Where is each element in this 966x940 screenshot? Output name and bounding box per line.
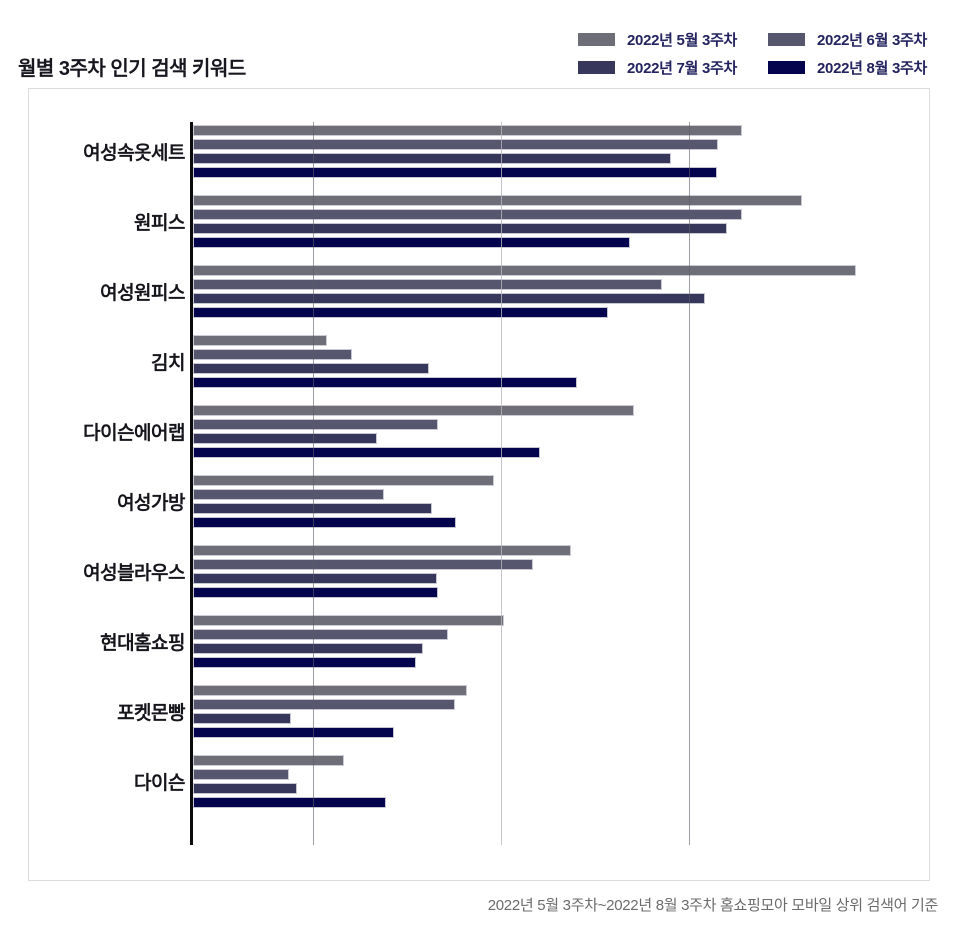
legend-swatch-june [768,32,805,46]
category-label: 여성가방 [117,493,185,514]
bar-다이슨에어랩-series3 [193,447,541,458]
legend-swatch-july [578,60,615,74]
gridline [313,122,315,845]
bar-김치-series2 [193,363,429,374]
bar-포켓몬빵-series2 [193,713,292,724]
legend-item-august: 2022년 8월 3주차 [768,60,927,77]
bar-현대홈쇼핑-series1 [193,629,448,640]
legend-label-may: 2022년 5월 3주차 [627,31,737,49]
bar-김치-series3 [193,377,577,388]
bars-area [193,89,930,880]
bar-현대홈쇼핑-series0 [193,615,504,626]
bar-포켓몬빵-series0 [193,685,468,696]
legend-item-may: 2022년 5월 3주차 [578,32,737,49]
bar-원피스-series2 [193,223,728,234]
legend-item-june: 2022년 6월 3주차 [768,32,927,49]
bar-원피스-series1 [193,209,743,220]
category-label: 김치 [151,353,185,374]
bar-여성가방-series0 [193,475,494,486]
bar-여성원피스-series0 [193,265,857,276]
bar-현대홈쇼핑-series3 [193,657,417,668]
legend-swatch-may [578,32,615,46]
bar-다이슨에어랩-series2 [193,433,378,444]
legend-swatch-august [768,60,805,74]
bar-여성블라우스-series1 [193,559,533,570]
category-label: 여성원피스 [100,283,185,304]
category-axis-line [190,122,193,845]
category-label: 포켓몬빵 [117,703,185,724]
bar-김치-series0 [193,335,328,346]
bar-여성원피스-series1 [193,279,662,290]
bar-다이슨에어랩-series1 [193,419,438,430]
bar-다이슨-series1 [193,769,289,780]
bar-여성가방-series3 [193,517,457,528]
bar-현대홈쇼핑-series2 [193,643,423,654]
bar-여성블라우스-series2 [193,573,437,584]
bar-여성속옷세트-series2 [193,153,672,164]
legend: 2022년 5월 3주차 2022년 6월 3주차 2022년 7월 3주차 2… [0,0,966,88]
bar-여성블라우스-series3 [193,587,438,598]
bar-여성속옷세트-series0 [193,125,743,136]
bar-포켓몬빵-series1 [193,699,455,710]
category-label: 여성블라우스 [83,563,185,584]
bar-다이슨에어랩-series0 [193,405,634,416]
bar-여성가방-series2 [193,503,432,514]
bar-여성속옷세트-series1 [193,139,718,150]
bar-원피스-series0 [193,195,802,206]
bar-원피스-series3 [193,237,631,248]
gridline [501,122,503,845]
bar-다이슨-series2 [193,783,297,794]
page-title: 월별 3주차 인기 검색 키워드 [18,58,246,80]
bar-여성블라우스-series0 [193,545,572,556]
category-label: 다이슨 [134,773,185,794]
source-note: 2022년 5월 3주차~2022년 8월 3주차 홈쇼핑모아 모바일 상위 검… [487,897,939,914]
legend-item-july: 2022년 7월 3주차 [578,60,737,77]
bar-다이슨-series3 [193,797,387,808]
bar-김치-series1 [193,349,353,360]
category-label: 다이슨에어랩 [83,423,185,444]
category-label: 여성속옷세트 [83,143,185,164]
legend-label-june: 2022년 6월 3주차 [817,31,927,49]
category-label: 원피스 [134,213,185,234]
bar-다이슨-series0 [193,755,345,766]
legend-label-july: 2022년 7월 3주차 [627,59,737,77]
bar-여성원피스-series3 [193,307,608,318]
category-label: 현대홈쇼핑 [100,633,185,654]
bar-여성원피스-series2 [193,293,706,304]
bar-포켓몬빵-series3 [193,727,395,738]
gridline [689,122,690,845]
legend-label-august: 2022년 8월 3주차 [817,59,927,77]
bar-여성속옷세트-series3 [193,167,717,178]
bar-여성가방-series1 [193,489,384,500]
